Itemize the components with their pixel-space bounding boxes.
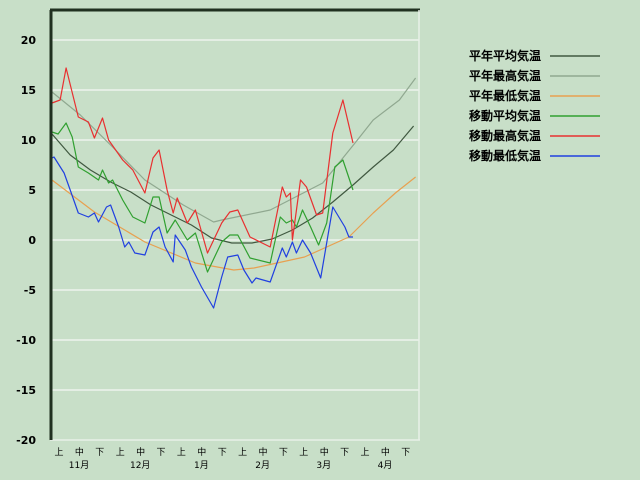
series-line-4 xyxy=(51,122,354,273)
gridlines xyxy=(52,39,419,391)
x-month-label: 3月 xyxy=(316,460,331,471)
y-tick-label: -5 xyxy=(24,284,36,297)
legend-label: 平年平均気温 xyxy=(469,48,541,63)
y-tick-label: -20 xyxy=(16,434,36,447)
series-line-6 xyxy=(51,156,353,309)
series-line-2 xyxy=(51,77,417,223)
x-dekad-label: 中 xyxy=(381,446,390,458)
series-line-5 xyxy=(51,67,354,254)
y-tick-label: 10 xyxy=(21,134,37,147)
legend-label: 移動最高気温 xyxy=(469,128,541,143)
legend-label: 移動平均気温 xyxy=(469,108,541,123)
x-dekad-label: 上 xyxy=(54,447,63,458)
x-dekad-label: 上 xyxy=(177,447,186,458)
x-dekad-label: 上 xyxy=(116,447,125,458)
x-month-label: 2月 xyxy=(255,460,270,471)
x-dekad-label: 上 xyxy=(299,447,308,458)
series-lines xyxy=(51,67,417,309)
y-tick-label: 0 xyxy=(28,234,36,247)
x-dekad-label: 中 xyxy=(136,446,145,458)
x-month-label: 1月 xyxy=(194,460,209,471)
x-month-label: 4月 xyxy=(378,460,393,471)
y-tick-label: 5 xyxy=(28,184,36,197)
x-dekad-label: 上 xyxy=(238,447,247,458)
x-dekad-label: 中 xyxy=(75,446,84,458)
x-axis-ticks: 上中下上中下上中下上中下上中下上中下11月 12月 1月 2月 3月 4月 xyxy=(54,446,410,471)
y-tick-label: -15 xyxy=(16,384,36,397)
x-dekad-label: 下 xyxy=(340,448,349,458)
y-axis-ticks: 20 15 10 5 0 -5 -10 -15 -20 xyxy=(16,34,36,447)
x-dekad-label: 下 xyxy=(218,448,227,458)
y-tick-label: -10 xyxy=(16,334,36,347)
legend-label: 平年最高気温 xyxy=(469,68,541,83)
series-line-1 xyxy=(51,125,415,244)
x-month-label: 12月 xyxy=(130,460,150,471)
x-dekad-label: 下 xyxy=(279,448,288,458)
x-dekad-label: 下 xyxy=(156,448,165,458)
legend-label: 移動最低気温 xyxy=(469,148,541,163)
y-tick-label: 20 xyxy=(21,34,37,47)
x-dekad-label: 中 xyxy=(197,446,206,458)
x-dekad-label: 上 xyxy=(360,447,369,458)
x-dekad-label: 中 xyxy=(258,446,267,458)
x-dekad-label: 下 xyxy=(95,448,104,458)
series-line-3 xyxy=(51,176,416,271)
legend-label: 平年最低気温 xyxy=(469,88,541,103)
y-tick-label: 15 xyxy=(21,84,36,97)
x-month-label: 11月 xyxy=(69,460,89,471)
x-dekad-label: 下 xyxy=(401,448,410,458)
x-dekad-label: 中 xyxy=(320,446,329,458)
